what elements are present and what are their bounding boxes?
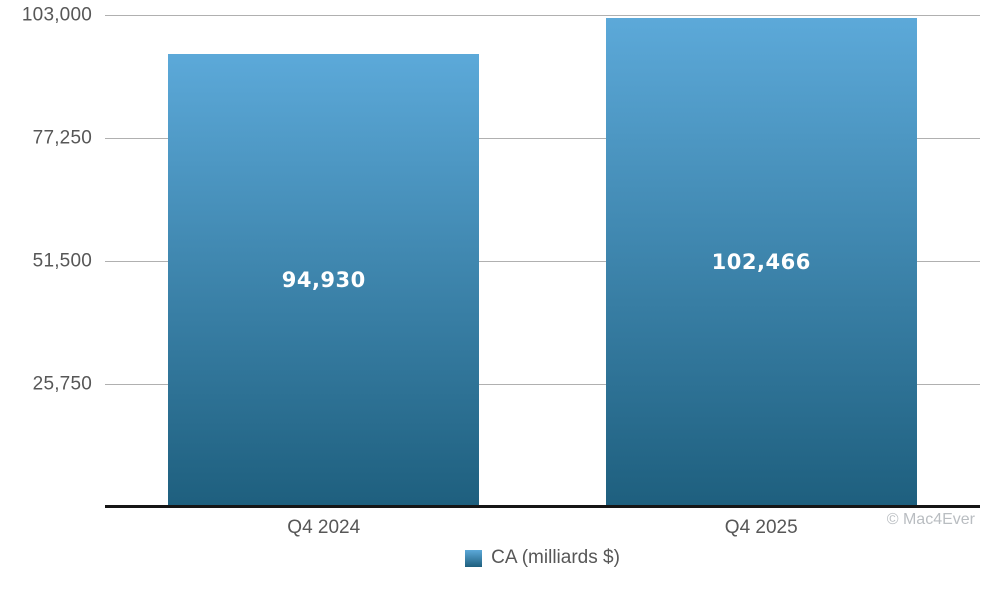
y-tick-label: 103,000 xyxy=(21,4,92,26)
gridline xyxy=(105,15,980,16)
y-tick-label: 25,750 xyxy=(32,373,92,395)
bar-q4-2024[interactable]: 94,930 xyxy=(168,53,480,507)
legend[interactable]: CA (milliards $) xyxy=(105,546,980,570)
bar-value-label: 94,930 xyxy=(281,268,366,293)
legend-label: CA (milliards $) xyxy=(491,547,620,568)
x-tick-label: Q4 2024 xyxy=(287,517,361,538)
watermark: © Mac4Ever xyxy=(886,511,975,528)
y-tick-label: 51,500 xyxy=(32,250,92,272)
bar-value-label: 102,466 xyxy=(711,250,811,275)
y-tick-label: 77,250 xyxy=(32,127,92,149)
x-axis-line xyxy=(105,505,980,508)
gridline xyxy=(105,138,980,139)
x-tick-label: Q4 2025 xyxy=(724,517,798,538)
legend-swatch-icon xyxy=(465,549,483,567)
bar-q4-2025[interactable]: 102,466 xyxy=(605,17,917,507)
gridline xyxy=(105,261,980,262)
gridline xyxy=(105,384,980,385)
